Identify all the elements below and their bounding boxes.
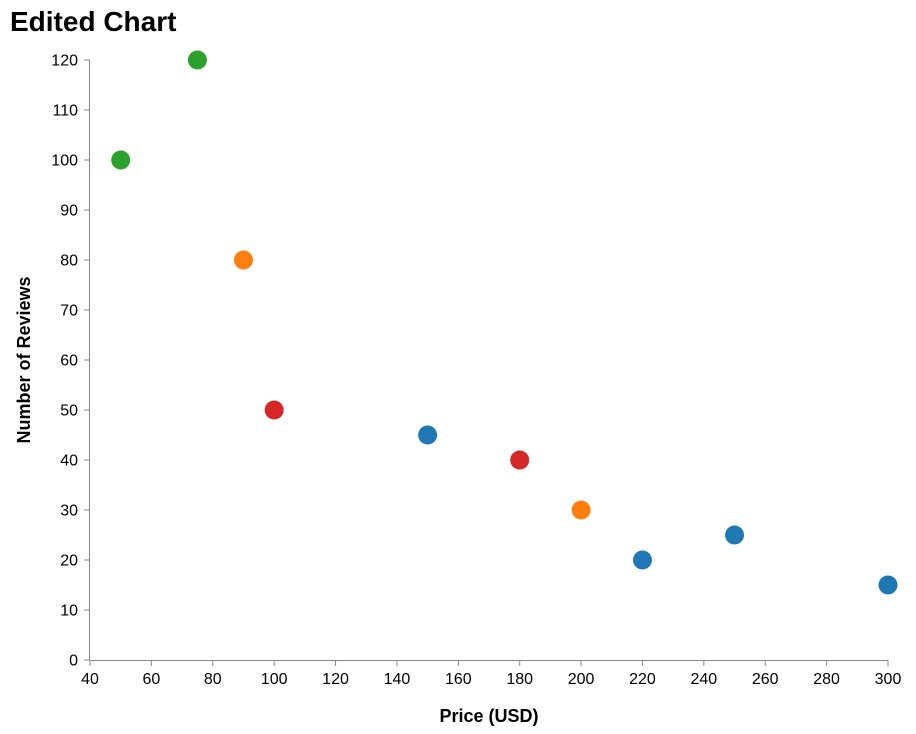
x-tick-label: 280 bbox=[813, 671, 840, 688]
y-tick-label: 0 bbox=[69, 653, 78, 670]
x-tick-label: 220 bbox=[629, 671, 656, 688]
data-point bbox=[725, 525, 745, 545]
x-tick-label: 40 bbox=[81, 671, 99, 688]
x-tick-label: 160 bbox=[445, 671, 472, 688]
data-point bbox=[111, 150, 131, 170]
y-tick-label: 60 bbox=[60, 353, 78, 370]
x-tick-label: 100 bbox=[261, 671, 288, 688]
y-tick-label: 70 bbox=[60, 303, 78, 320]
y-tick-label: 20 bbox=[60, 553, 78, 570]
data-point bbox=[571, 500, 591, 520]
data-point bbox=[632, 550, 652, 570]
data-point bbox=[510, 450, 530, 470]
data-point bbox=[264, 400, 284, 420]
x-tick-label: 120 bbox=[322, 671, 349, 688]
x-axis: 40 60 80 100 120 140 160 180 200 220 240 260 280 300 bbox=[81, 660, 901, 688]
y-tick-label: 120 bbox=[51, 53, 78, 70]
x-tick-label: 260 bbox=[752, 671, 779, 688]
y-tick-label: 50 bbox=[60, 403, 78, 420]
data-points bbox=[111, 50, 898, 595]
x-tick-label: 240 bbox=[690, 671, 717, 688]
x-tick-label: 60 bbox=[142, 671, 160, 688]
y-tick-label: 100 bbox=[51, 153, 78, 170]
y-axis-title: Number of Reviews bbox=[14, 276, 34, 443]
data-point bbox=[233, 250, 253, 270]
x-tick-label: 80 bbox=[204, 671, 222, 688]
x-tick-label: 140 bbox=[384, 671, 411, 688]
y-tick-label: 90 bbox=[60, 203, 78, 220]
x-axis-title: Price (USD) bbox=[439, 706, 538, 726]
y-tick-label: 40 bbox=[60, 453, 78, 470]
x-tick-label: 300 bbox=[875, 671, 902, 688]
data-point bbox=[418, 425, 438, 445]
y-tick-label: 110 bbox=[52, 103, 78, 120]
y-tick-label: 30 bbox=[60, 503, 78, 520]
data-point bbox=[187, 50, 207, 70]
data-point bbox=[878, 575, 898, 595]
y-tick-label: 80 bbox=[60, 253, 78, 270]
x-tick-label: 200 bbox=[568, 671, 595, 688]
y-tick-label: 10 bbox=[60, 603, 78, 620]
x-tick-label: 180 bbox=[506, 671, 533, 688]
chart-title: Edited Chart bbox=[10, 6, 177, 37]
y-axis: 0 10 20 30 40 50 60 70 80 90 100 110 120 bbox=[51, 53, 90, 670]
